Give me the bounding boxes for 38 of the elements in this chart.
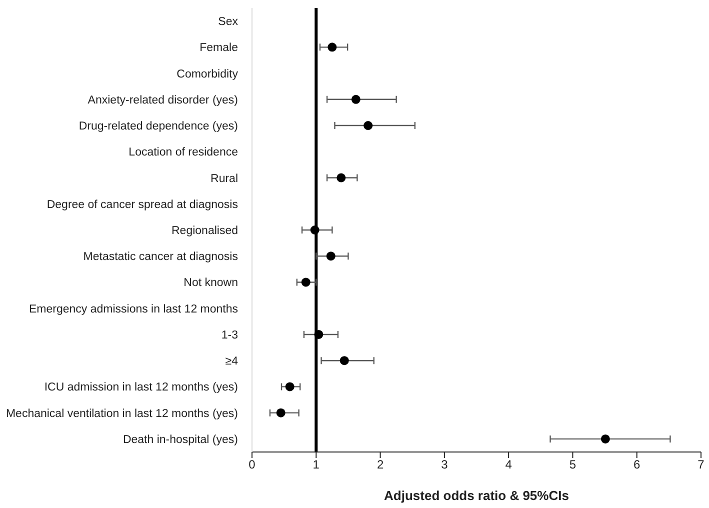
x-tick-label: 2: [376, 458, 384, 472]
y-tick-label: Sex: [218, 16, 238, 28]
x-tick-label: 6: [634, 458, 641, 472]
y-tick-label: Female: [200, 42, 238, 54]
y-tick-label: Drug-related dependence (yes): [78, 120, 238, 133]
point: [340, 356, 349, 366]
point: [351, 94, 360, 104]
point: [301, 278, 310, 287]
point: [285, 382, 294, 392]
y-tick-label: Regionalised: [172, 225, 238, 237]
x-tick-label: 7: [698, 458, 705, 472]
point: [314, 330, 324, 339]
point: [310, 226, 320, 234]
y-tick-label: Metastatic cancer at diagnosis: [83, 251, 238, 264]
x-tick-label: 1: [312, 458, 320, 472]
y-tick-label: Not known: [184, 277, 238, 290]
y-tick-label: Rural: [210, 172, 238, 185]
y-tick-label: Anxiety-related disorder (yes): [88, 94, 238, 106]
point: [276, 408, 286, 418]
y-tick-label: 1-3: [221, 329, 238, 342]
y-tick-label: ICU admission in last 12 months (yes): [44, 382, 238, 394]
y-tick-label: Emergency admissions in last 12 months: [28, 303, 238, 316]
x-axis-title: Adjusted odds ratio & 95%CIs: [384, 488, 569, 503]
point: [336, 173, 346, 182]
point: [328, 42, 337, 52]
y-tick-label: Location of residence: [128, 146, 238, 159]
x-tick-label: 0: [248, 458, 256, 472]
x-tick-label: 3: [441, 458, 448, 472]
y-tick-label: ≥4: [225, 356, 239, 368]
point: [600, 434, 610, 444]
point: [364, 121, 373, 130]
point: [326, 252, 336, 261]
y-tick-label: Degree of cancer spread at diagnosis: [46, 198, 238, 211]
y-tick-label: Death in-hospital (yes): [122, 434, 238, 446]
y-tick-label: Comorbidity: [176, 68, 238, 80]
y-tick-label: Mechanical ventilation in last 12 months (yes): [6, 408, 238, 420]
x-tick-label: 4: [505, 458, 512, 472]
x-tick-label: 5: [569, 458, 576, 472]
